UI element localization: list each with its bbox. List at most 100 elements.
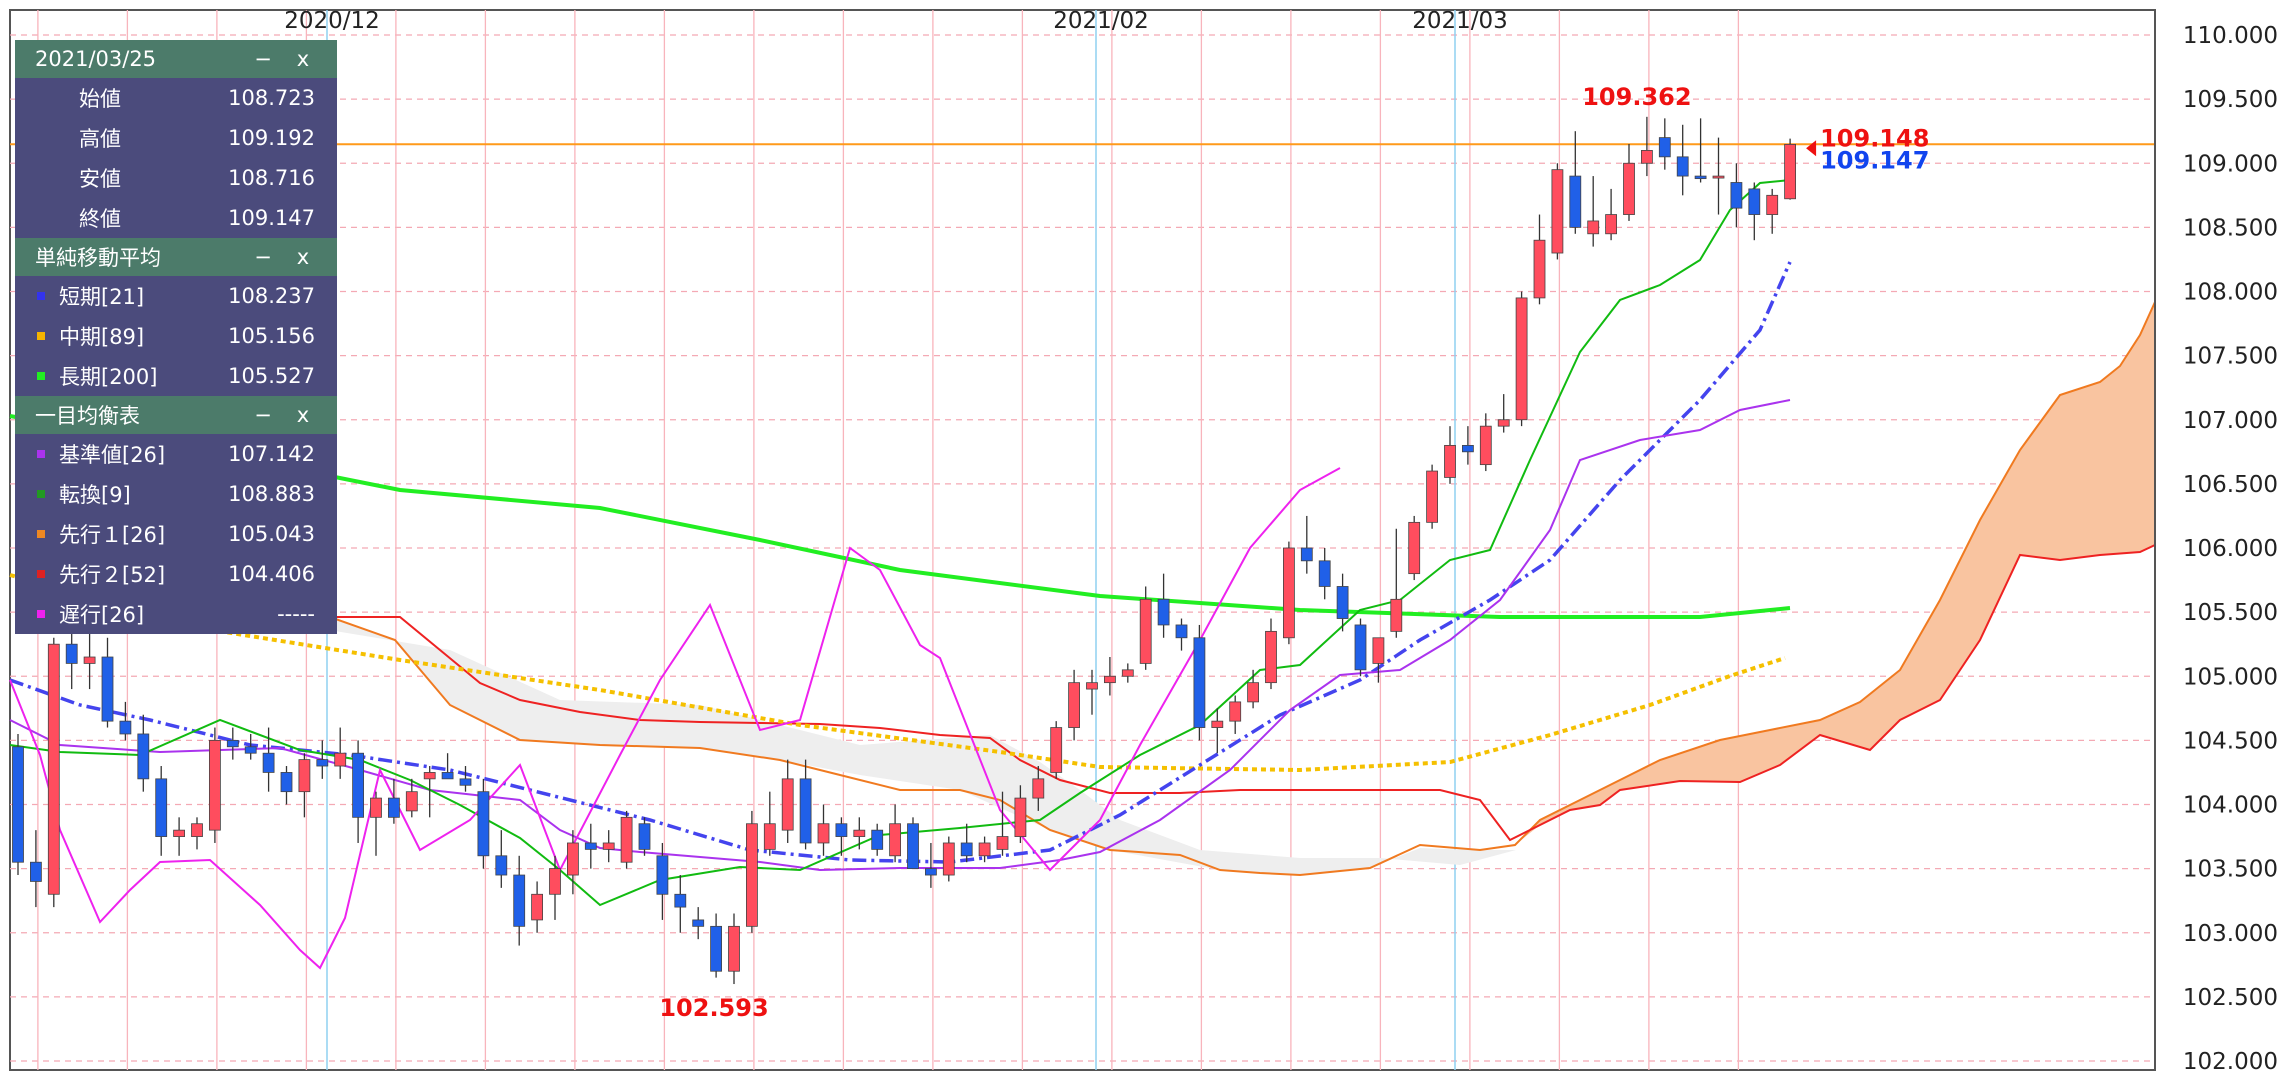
y-tick-label: 109.500 — [2183, 87, 2278, 113]
candle-body — [1193, 637, 1206, 728]
candle — [1784, 138, 1796, 200]
candle — [584, 823, 597, 869]
candle-body — [1354, 624, 1367, 671]
close-button[interactable]: x — [296, 47, 310, 71]
close-button[interactable]: x — [296, 403, 310, 427]
y-tick-label: 108.500 — [2183, 215, 2278, 241]
candle-body — [781, 778, 794, 831]
ohlc-value: 109.192 — [228, 126, 315, 150]
candle-body — [889, 823, 901, 857]
candle — [1372, 637, 1385, 683]
ichimoku-label: 基準値[26] — [59, 443, 166, 467]
candle — [1533, 214, 1546, 305]
candle — [29, 830, 42, 908]
candle — [638, 817, 651, 856]
candle — [960, 823, 973, 863]
candle-body — [1390, 598, 1403, 632]
sma-title: 単純移動平均 — [35, 246, 161, 270]
candle — [316, 740, 329, 779]
ichimoku-header: 一目均衡表 − x — [15, 396, 337, 434]
plot-area — [9, 9, 2156, 1071]
candle — [1390, 528, 1403, 638]
legend-marker — [37, 490, 45, 498]
ichimoku-tenkan-row: 転換[9] 108.883 — [15, 474, 337, 514]
panel-date-header: 2021/03/25 − x — [15, 40, 337, 78]
candle — [352, 740, 365, 843]
candle-body — [298, 759, 311, 793]
candle — [1623, 144, 1635, 221]
candle-body — [638, 823, 651, 850]
candle — [1193, 624, 1206, 741]
candle — [370, 791, 382, 856]
sma-header: 単純移動平均 − x — [15, 238, 337, 276]
y-tick-label: 107.000 — [2183, 408, 2278, 434]
candle — [942, 836, 955, 882]
candle-body — [1265, 630, 1277, 684]
candle-body — [1569, 175, 1582, 228]
candle — [835, 817, 848, 856]
candle — [1229, 695, 1242, 734]
candle-body — [1032, 778, 1045, 799]
sma-mid-row: 中期[89] 105.156 — [15, 316, 337, 356]
candle — [208, 727, 221, 843]
minimize-button[interactable]: − — [254, 403, 272, 427]
candle-body — [1533, 239, 1546, 299]
candle — [387, 778, 400, 824]
y-tick-label: 105.000 — [2183, 664, 2278, 690]
candle-body — [352, 752, 365, 818]
chikou-line — [9, 467, 1341, 970]
price-marker-arrow — [1806, 140, 1817, 157]
candle-body — [907, 823, 919, 870]
candles — [12, 116, 1796, 985]
candle-body — [1121, 669, 1134, 677]
candle — [1730, 163, 1743, 228]
candle — [1551, 163, 1564, 260]
ohlc-label: 高値 — [79, 127, 121, 151]
close-button[interactable]: x — [296, 245, 310, 269]
candle-body — [1730, 182, 1743, 209]
candle — [12, 733, 24, 876]
candle — [1211, 708, 1224, 754]
legend-marker — [37, 530, 45, 538]
candle — [889, 804, 901, 863]
candle-body — [405, 791, 418, 812]
candle-body — [602, 842, 615, 850]
candle — [119, 701, 132, 741]
candle-body — [441, 772, 454, 780]
y-tick-label: 106.500 — [2183, 472, 2278, 498]
ichimoku-senkou1-row: 先行１[26] 105.043 — [15, 514, 337, 554]
candle-body — [1641, 150, 1653, 164]
candle-body — [370, 797, 382, 818]
minimize-button[interactable]: − — [254, 245, 272, 269]
candle — [531, 881, 543, 933]
candle — [978, 836, 991, 863]
candle-body — [262, 752, 275, 773]
candle-body — [996, 836, 1009, 850]
ohlc-open-row: 始値 108.723 — [15, 78, 337, 118]
ichimoku-cloud — [249, 301, 2156, 877]
candle-body — [567, 842, 579, 876]
candle-body — [495, 855, 508, 876]
low-annotation: 102.593 — [659, 994, 768, 1022]
info-panel[interactable]: 2021/03/25 − x 始値 108.723 高値 109.192 安値 … — [15, 40, 337, 634]
candle — [137, 714, 150, 792]
y-tick-label: 102.500 — [2183, 985, 2278, 1011]
candle — [656, 842, 669, 920]
candle — [1712, 137, 1725, 215]
candle-body — [656, 855, 669, 895]
minimize-button[interactable]: − — [254, 47, 272, 71]
candle — [334, 727, 347, 779]
candle — [1014, 785, 1027, 843]
candle-body — [1712, 175, 1725, 179]
x-tick-label: 2021/03 — [1412, 8, 1508, 34]
candle — [441, 753, 454, 780]
candle-body — [1175, 624, 1188, 639]
candle-body — [960, 842, 973, 857]
candle — [47, 637, 60, 908]
candle — [1086, 669, 1098, 715]
candle — [1050, 721, 1063, 779]
candle-body — [1605, 214, 1617, 235]
candle — [692, 907, 705, 940]
